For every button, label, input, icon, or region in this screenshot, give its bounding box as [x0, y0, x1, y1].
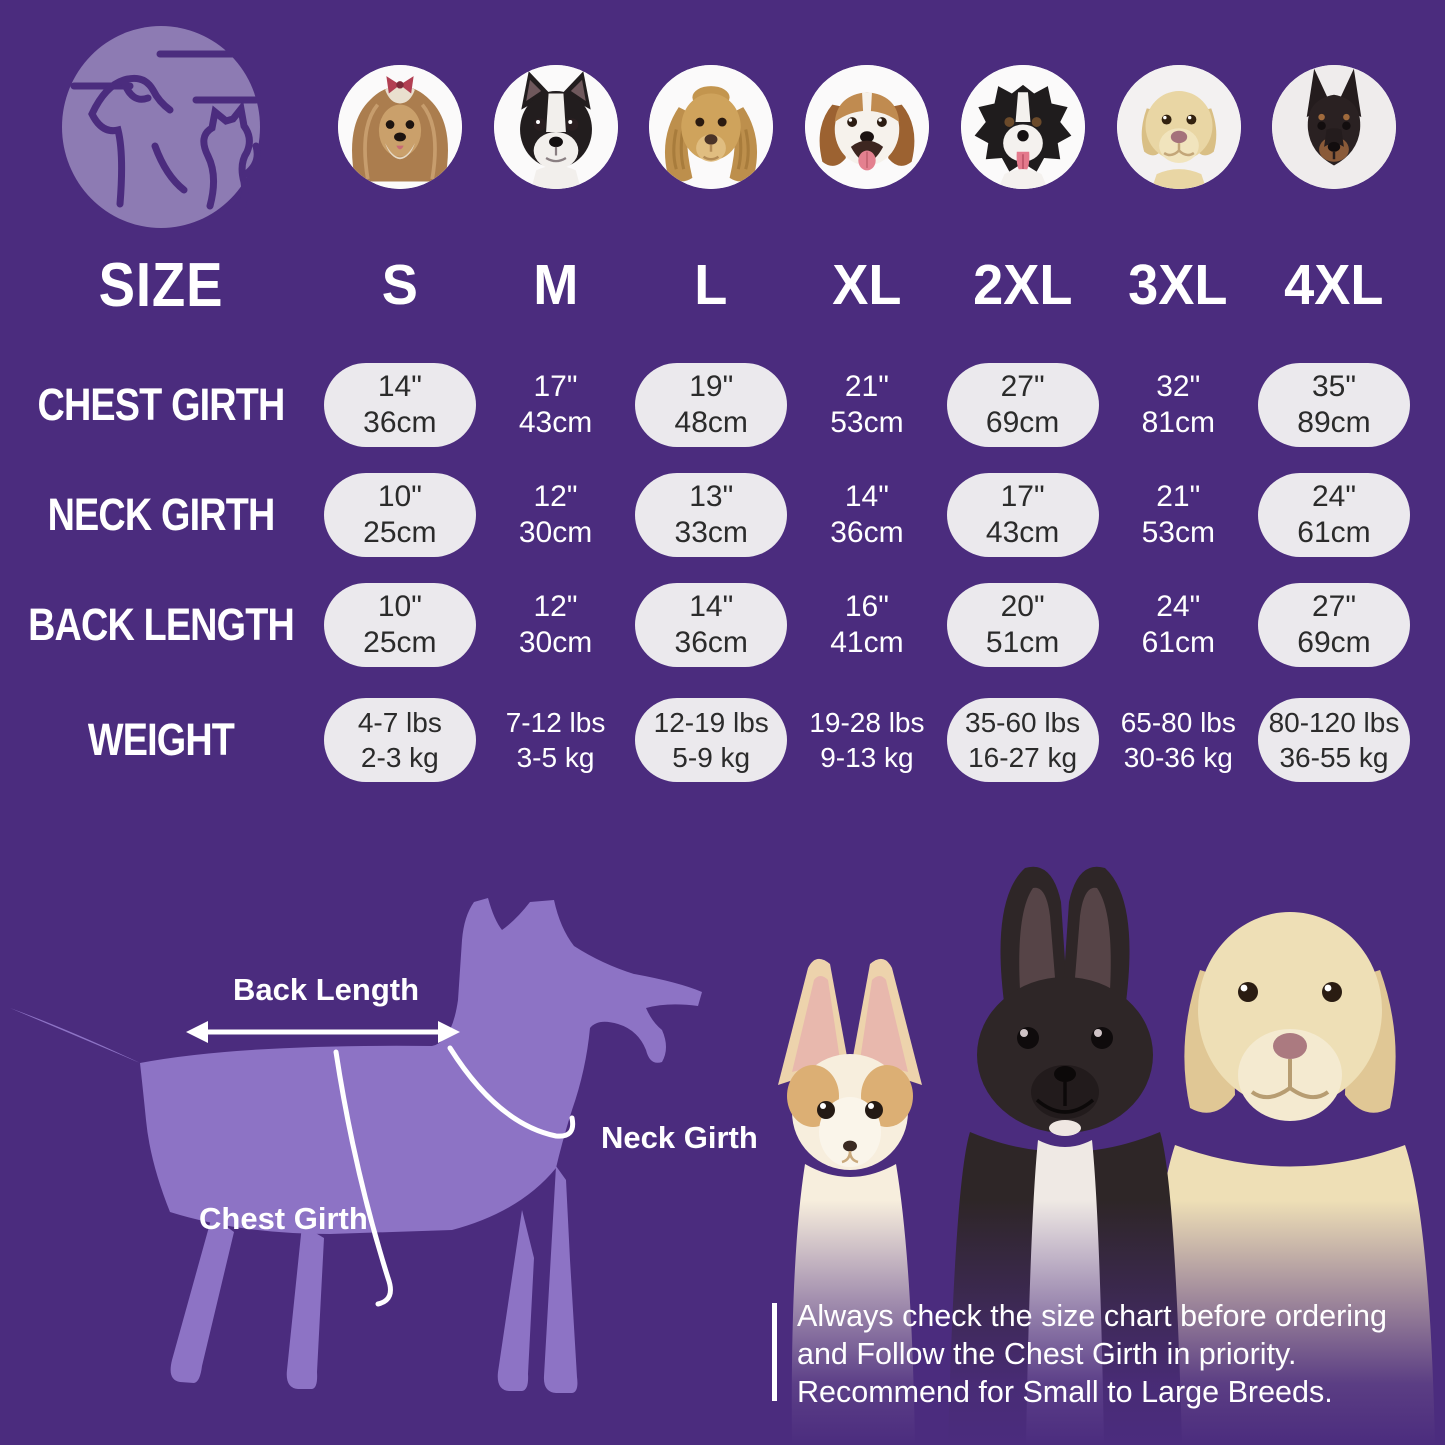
- chest-girth-row: CHEST GIRTH 14" 36cm 17" 43cm 19" 48cm 21" 5…: [0, 363, 1445, 447]
- neck-girth-2xl: 17" 43cm: [946, 473, 1099, 557]
- chest-girth-xl: 21" 53cm: [830, 370, 904, 439]
- neck-girth-m: 12" 30cm: [518, 480, 593, 549]
- chest-girth-4xl: 35" 89cm: [1257, 363, 1410, 447]
- size-col-3xl: 3XL: [1128, 253, 1228, 317]
- chest-girth-3xl: 32" 81cm: [1141, 370, 1215, 439]
- weight-s: 4-7 lbs 2-3 kg: [323, 698, 476, 782]
- back-length-xl: 16" 41cm: [830, 590, 904, 659]
- chest-girth-s: 14" 36cm: [323, 363, 476, 447]
- weight-l: 12-19 lbs 5-9 kg: [635, 698, 788, 782]
- neck-girth-label: NECK GIRTH: [47, 489, 276, 540]
- chest-girth-l: 19" 48cm: [635, 363, 788, 447]
- back-length-diagram-label: Back Length: [233, 972, 420, 1007]
- neck-girth-l: 13" 33cm: [635, 473, 788, 557]
- dog-cat-logo-icon: [62, 26, 261, 228]
- breed-photo-labrador: [1117, 65, 1241, 189]
- neck-girth-s: 10" 25cm: [323, 473, 476, 557]
- size-col-l: L: [694, 253, 728, 317]
- back-length-3xl: 24" 61cm: [1141, 590, 1215, 659]
- breed-photo-beagle: [805, 65, 929, 189]
- breed-photo-border-collie: [961, 65, 1085, 189]
- size-header-row: SIZE S M L XL 2XL 3XL 4XL: [0, 240, 1445, 330]
- neck-girth-3xl: 21" 53cm: [1141, 480, 1215, 549]
- size-col-m: M: [532, 253, 579, 317]
- back-length-label: BACK LENGTH: [28, 599, 295, 650]
- breed-photo-cocker-spaniel: [649, 65, 773, 189]
- breed-photo-shih-tzu: [338, 65, 462, 189]
- sizing-note: Always check the size chart before order…: [772, 1297, 1387, 1411]
- note-text: Always check the size chart before order…: [797, 1299, 1387, 1409]
- neck-girth-xl: 14" 36cm: [830, 480, 904, 549]
- weight-row: WEIGHT 4-7 lbs 2-3 kg 7-12 lbs 3-5 kg 12-1…: [0, 696, 1445, 784]
- weight-2xl: 35-60 lbs 16-27 kg: [946, 698, 1099, 782]
- weight-4xl: 80-120 lbs 36-55 kg: [1257, 698, 1410, 782]
- size-title: SIZE: [98, 250, 224, 320]
- note-divider-bar: [772, 1303, 777, 1401]
- breed-photo-doberman: [1272, 65, 1396, 189]
- neck-girth-row: NECK GIRTH 10" 25cm 12" 30cm 13" 33cm 14" 36…: [0, 473, 1445, 557]
- size-col-xl: XL: [832, 253, 902, 317]
- chest-girth-2xl: 27" 69cm: [946, 363, 1099, 447]
- size-col-s: S: [381, 253, 418, 317]
- weight-label: WEIGHT: [87, 714, 235, 765]
- chest-girth-label: CHEST GIRTH: [37, 379, 286, 430]
- neck-girth-diagram-label: Neck Girth: [601, 1120, 758, 1155]
- back-length-2xl: 20" 51cm: [946, 583, 1099, 667]
- back-length-m: 12" 30cm: [518, 590, 593, 659]
- back-length-s: 10" 25cm: [323, 583, 476, 667]
- chest-girth-diagram-label: Chest Girth: [199, 1201, 368, 1236]
- back-length-4xl: 27" 69cm: [1257, 583, 1410, 667]
- weight-m: 7-12 lbs 3-5 kg: [505, 707, 606, 773]
- weight-xl: 19-28 lbs 9-13 kg: [809, 707, 925, 773]
- breed-photo-boston-terrier: [494, 65, 618, 189]
- chest-girth-m: 17" 43cm: [518, 370, 593, 439]
- dog-measurement-diagram: [10, 898, 702, 1393]
- size-col-4xl: 4XL: [1284, 253, 1384, 317]
- back-length-row: BACK LENGTH 10" 25cm 12" 30cm 14" 36cm 16" 4…: [0, 583, 1445, 667]
- three-dogs-photo: [720, 866, 1445, 1445]
- neck-girth-4xl: 24" 61cm: [1257, 473, 1410, 557]
- size-col-2xl: 2XL: [972, 253, 1073, 317]
- back-length-l: 14" 36cm: [635, 583, 788, 667]
- weight-3xl: 65-80 lbs 30-36 kg: [1120, 707, 1236, 773]
